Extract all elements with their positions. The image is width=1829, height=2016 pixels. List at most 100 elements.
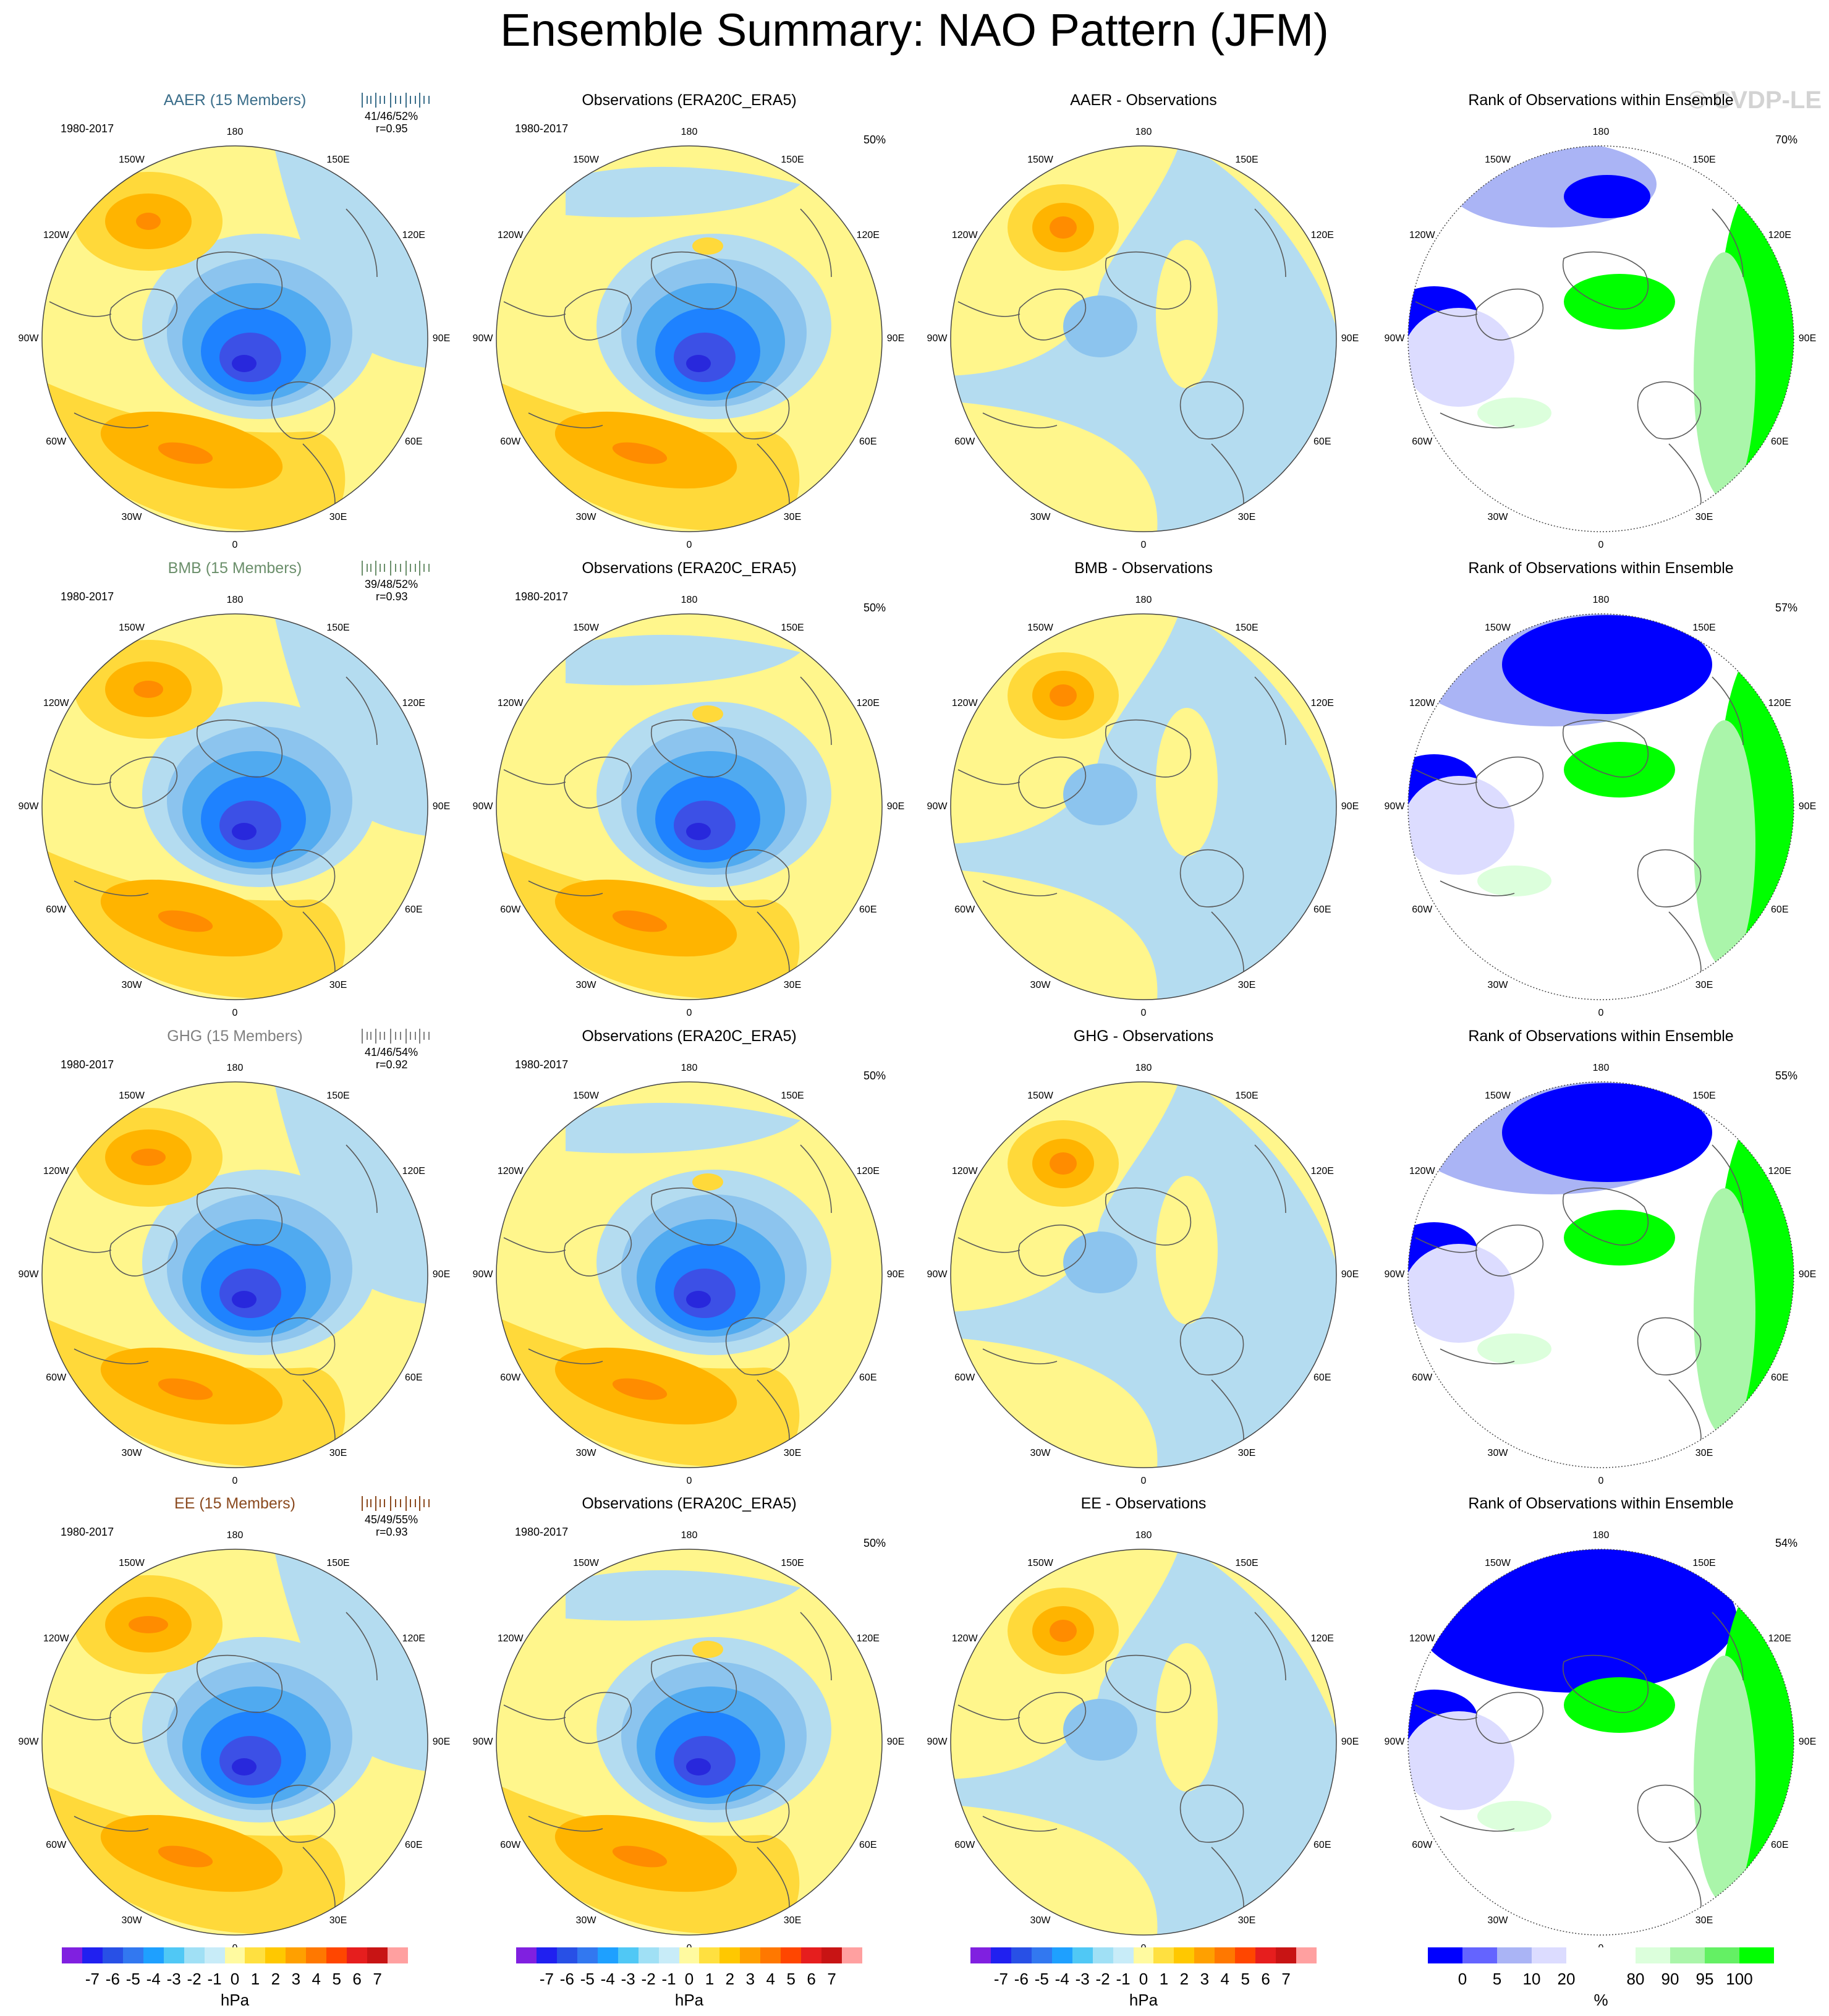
coastline-6 [1712, 208, 1744, 278]
coastline-5 [49, 301, 112, 317]
longitude-label: 60W [46, 1372, 67, 1383]
longitude-label: 120W [43, 230, 69, 240]
polar-map [41, 613, 428, 1000]
longitude-label: 180 [1135, 127, 1152, 137]
colorbar-tick-label: -5 [580, 1970, 595, 1988]
colorbar-swatch [638, 1947, 659, 1963]
longitude-label: 30E [1695, 980, 1713, 991]
longitude-label: 150E [326, 1557, 350, 1568]
positive-tongue [1156, 240, 1218, 388]
positive-peak [1050, 684, 1077, 707]
negative-arc [566, 634, 800, 686]
colorbar-swatch [556, 1947, 577, 1963]
colorbar-tick-label: 2 [725, 1970, 735, 1988]
rank-low-core [1502, 615, 1712, 714]
positive-tongue [1156, 1176, 1218, 1324]
longitude-label: 90W [18, 1269, 39, 1280]
coastline-5 [49, 769, 112, 785]
colorbar-tick-label: -1 [1116, 1970, 1131, 1988]
coastline-1 [1562, 1654, 1649, 1713]
rank-high-centre [1564, 1677, 1675, 1733]
colorbar-tick-label: 5 [332, 1970, 341, 1988]
longitude-label: 150E [1235, 1557, 1258, 1568]
positive-pacific-peak [131, 1149, 166, 1166]
colorbar-tick-label: 3 [1200, 1970, 1210, 1988]
coastline-0 [109, 1224, 177, 1277]
longitude-label: 150W [1485, 1557, 1511, 1568]
longitude-label: 30W [1030, 512, 1051, 523]
negative-region [951, 1549, 1336, 1935]
longitude-label: 90E [1341, 1737, 1359, 1747]
panel-title: Observations (ERA20C_ERA5) [582, 559, 797, 577]
coastline-0 [1018, 756, 1086, 809]
positive-tongue [1156, 1643, 1218, 1792]
colorbar-tick-label: 20 [1557, 1970, 1576, 1988]
variance-stats: 45/49/55% [365, 1513, 418, 1526]
colorbar-tick-label: -7 [539, 1970, 554, 1988]
rank-percent: 57% [1775, 602, 1798, 614]
longitude-label: 60W [500, 1372, 521, 1383]
longitude-label: 120W [497, 230, 524, 240]
colorbar-tick-label: 0 [684, 1970, 694, 1988]
longitude-label: 90W [472, 1737, 493, 1747]
colorbar-swatch [597, 1947, 618, 1963]
coastline-1 [1562, 719, 1649, 778]
coastline-3 [1440, 1348, 1515, 1364]
coastline-3 [74, 412, 149, 428]
rank-low-west2 [1408, 776, 1514, 875]
longitude-label: 90W [1384, 801, 1405, 812]
rank-percent: 54% [1775, 1537, 1798, 1549]
longitude-label: 30E [1237, 1448, 1256, 1459]
negative-arc [566, 1570, 800, 1621]
negative-region [951, 146, 1336, 532]
longitude-label: 30E [329, 1448, 347, 1459]
colorbar-swatch [1153, 1947, 1174, 1963]
colorbar-swatch [326, 1947, 347, 1963]
polar-map [496, 145, 883, 532]
longitude-label: 30E [329, 1915, 347, 1926]
field-layer [1408, 614, 1794, 1000]
longitude-label: 120W [43, 698, 69, 708]
rank-high-east2 [1694, 252, 1755, 500]
longitude-label: 30W [121, 1915, 142, 1926]
negative-core [1063, 1231, 1137, 1293]
map-border [496, 1081, 883, 1468]
coastline-2 [1637, 1784, 1702, 1843]
negative-6 [686, 1758, 711, 1776]
longitude-label: 90E [1341, 333, 1359, 344]
colorbar-tick-label: 0 [1139, 1970, 1148, 1988]
longitude-label: 30W [575, 980, 596, 991]
longitude-label: 150E [781, 154, 804, 165]
coastline-5 [957, 1704, 1021, 1720]
member-tick-strip [362, 1496, 430, 1511]
colorbar-tick-label: -4 [1055, 1970, 1069, 1988]
coastline-6 [346, 1144, 378, 1214]
coastline-1 [1105, 719, 1192, 778]
longitude-label: 30E [1237, 1915, 1256, 1926]
colorbar-swatch [347, 1947, 368, 1963]
colorbar-swatch [204, 1947, 225, 1963]
rank-high-south [1477, 1333, 1551, 1364]
colorbar-boxes [1428, 1947, 1774, 1963]
polar-map [950, 613, 1337, 1000]
coastline-2 [271, 1784, 336, 1843]
colorbar-tick-label: -2 [1095, 1970, 1110, 1988]
rank-high-south [1477, 866, 1551, 896]
longitude-label: 60W [1412, 1840, 1433, 1850]
period-label: 1980-2017 [61, 122, 114, 135]
longitude-label: 90E [886, 1737, 905, 1747]
colorbar-swatch [1428, 1947, 1462, 1963]
longitude-label: 30W [121, 980, 142, 991]
colorbar-unit: hPa [674, 1991, 704, 2009]
coastline-2 [1179, 849, 1244, 908]
coastline-5 [503, 769, 566, 785]
field-layer [951, 1082, 1336, 1468]
longitude-label: 90W [1384, 1269, 1405, 1280]
colorbar-tick-label: -4 [146, 1970, 161, 1988]
colorbar-tick-label: -6 [1014, 1970, 1029, 1988]
map-border [950, 145, 1337, 532]
colorbar-swatch [1276, 1947, 1296, 1963]
positive-south-peak [158, 442, 213, 464]
longitude-label: 90E [432, 1737, 451, 1747]
coastline-0 [1018, 288, 1086, 341]
